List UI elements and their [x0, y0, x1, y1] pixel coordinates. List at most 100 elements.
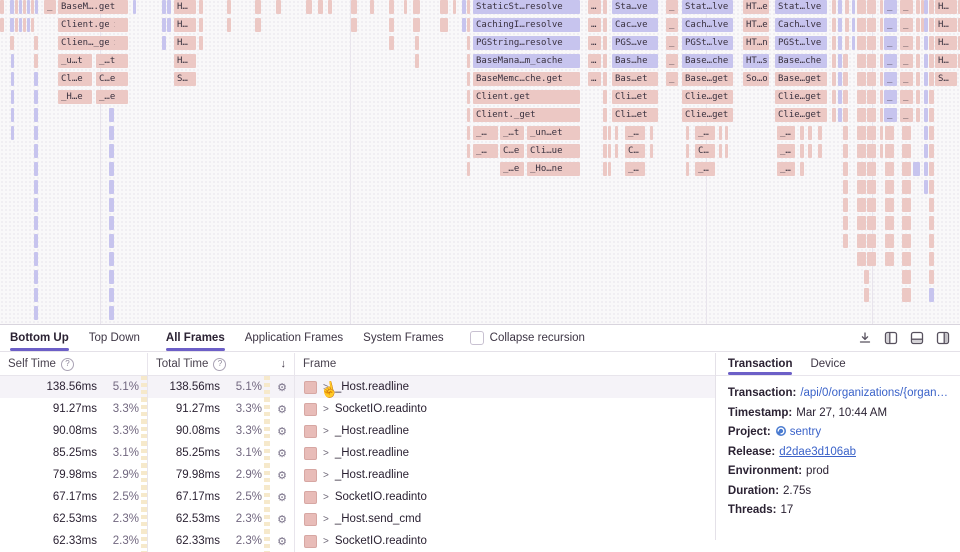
flame-frame[interactable]: _: [884, 54, 897, 68]
flame-frame[interactable]: Stat…lve: [682, 0, 733, 14]
flame-frame[interactable]: [929, 18, 934, 32]
flame-frame[interactable]: [603, 54, 607, 68]
flame-frame[interactable]: [351, 18, 357, 32]
flame-frame[interactable]: [880, 18, 883, 32]
flame-frame[interactable]: _: [900, 90, 913, 104]
layout-right-icon[interactable]: [936, 331, 950, 345]
flame-frame[interactable]: [800, 126, 804, 140]
flame-frame[interactable]: [885, 252, 894, 266]
flame-frame[interactable]: [924, 90, 928, 104]
flame-frame[interactable]: _…: [777, 162, 795, 176]
flame-frame[interactable]: [800, 144, 804, 158]
flame-frame[interactable]: [857, 90, 866, 104]
flame-frame[interactable]: [725, 144, 728, 158]
flame-frame[interactable]: Cl…e: [58, 72, 92, 86]
gear-icon[interactable]: ⚙: [277, 381, 287, 394]
flame-frame[interactable]: [162, 18, 166, 32]
flame-frame[interactable]: [924, 72, 928, 86]
flame-frame[interactable]: [916, 54, 920, 68]
flame-frame[interactable]: [929, 144, 934, 158]
flame-frame[interactable]: [109, 216, 114, 230]
tab-all-frames[interactable]: All Frames: [165, 325, 225, 351]
flame-frame[interactable]: [857, 36, 866, 50]
flame-frame[interactable]: [924, 126, 928, 140]
frame-cell[interactable]: > _Host.send_cmd: [295, 508, 715, 530]
flame-frame[interactable]: [838, 18, 842, 32]
flame-frame[interactable]: C…e: [500, 144, 524, 158]
flame-frame[interactable]: [880, 0, 883, 14]
gear-icon[interactable]: ⚙: [277, 491, 287, 504]
flame-frame[interactable]: [916, 72, 920, 86]
flame-frame[interactable]: Clie…get: [775, 90, 827, 104]
flame-frame[interactable]: [958, 18, 960, 32]
flame-frame[interactable]: [885, 180, 894, 194]
flame-frame[interactable]: _u…t: [58, 54, 92, 68]
flame-frame[interactable]: H…: [174, 18, 196, 32]
flame-frame[interactable]: Clien…_get: [58, 36, 128, 50]
flame-frame[interactable]: [845, 0, 849, 14]
table-row[interactable]: 62.33ms 2.3% 62.33ms 2.3% ⚙ > SocketIO.readint…: [0, 530, 715, 552]
flame-frame[interactable]: [11, 90, 14, 104]
flame-frame[interactable]: [808, 126, 812, 140]
flame-frame[interactable]: [31, 0, 34, 14]
flame-frame[interactable]: [867, 18, 876, 32]
flame-frame[interactable]: [929, 180, 934, 194]
flame-frame[interactable]: [857, 162, 866, 176]
flame-frame[interactable]: [929, 36, 934, 50]
flame-frame[interactable]: …: [588, 0, 601, 14]
project-link[interactable]: sentry: [789, 426, 822, 438]
flame-frame[interactable]: Sta…ve: [612, 0, 658, 14]
flame-frame[interactable]: _: [900, 0, 913, 14]
flame-frame[interactable]: [857, 126, 866, 140]
flame-frame[interactable]: [924, 36, 928, 50]
flame-frame[interactable]: [880, 90, 883, 104]
flame-frame[interactable]: [902, 198, 911, 212]
flame-frame[interactable]: [867, 126, 876, 140]
table-row[interactable]: 67.17ms 2.5% 67.17ms 2.5% ⚙ > SocketIO.readint…: [0, 486, 715, 508]
flame-frame[interactable]: [902, 126, 911, 140]
flame-frame[interactable]: H…: [935, 0, 957, 14]
flame-frame[interactable]: So…o: [743, 72, 769, 86]
flame-frame[interactable]: [857, 144, 866, 158]
flame-frame[interactable]: [929, 198, 934, 212]
flame-frame[interactable]: [34, 126, 38, 140]
flame-frame[interactable]: [34, 252, 38, 266]
flame-frame[interactable]: [34, 108, 38, 122]
flame-frame[interactable]: [924, 108, 928, 122]
flame-frame[interactable]: [34, 162, 38, 176]
flame-frame[interactable]: [916, 18, 920, 32]
flame-frame[interactable]: [885, 126, 894, 140]
flame-frame[interactable]: _: [884, 90, 897, 104]
flame-frame[interactable]: [15, 0, 18, 14]
flame-frame[interactable]: [11, 126, 14, 140]
layout-bottom-icon[interactable]: [910, 331, 924, 345]
flame-frame[interactable]: [34, 90, 38, 104]
flame-frame[interactable]: _: [884, 36, 897, 50]
flame-frame[interactable]: [924, 180, 928, 194]
column-header-frame[interactable]: Frame: [295, 353, 715, 375]
flame-frame[interactable]: [389, 36, 394, 50]
flame-frame[interactable]: [867, 252, 876, 266]
chevron-right-icon[interactable]: >: [323, 381, 329, 393]
flame-frame[interactable]: [832, 108, 836, 122]
flame-frame[interactable]: HT…e: [743, 0, 769, 14]
flame-frame[interactable]: [351, 0, 357, 14]
flame-frame[interactable]: [857, 0, 866, 14]
layout-left-icon[interactable]: [884, 331, 898, 345]
flame-frame[interactable]: [276, 0, 281, 14]
frame-cell[interactable]: > _Host.readline: [295, 420, 715, 442]
flame-frame[interactable]: [857, 216, 866, 230]
flame-frame[interactable]: [27, 0, 30, 14]
flame-frame[interactable]: [603, 18, 607, 32]
flame-frame[interactable]: …: [588, 54, 601, 68]
flame-frame[interactable]: [857, 108, 866, 122]
flame-frame[interactable]: [467, 144, 470, 158]
flame-frame[interactable]: [843, 126, 848, 140]
flame-frame[interactable]: [843, 180, 848, 194]
flame-frame[interactable]: Cli…et: [612, 108, 658, 122]
flame-frame[interactable]: [34, 180, 38, 194]
flame-frame[interactable]: H…: [174, 54, 196, 68]
flame-frame[interactable]: [467, 126, 470, 140]
flame-frame[interactable]: Client._get: [473, 108, 580, 122]
flame-frame[interactable]: BaseMemc…che.get: [473, 72, 580, 86]
